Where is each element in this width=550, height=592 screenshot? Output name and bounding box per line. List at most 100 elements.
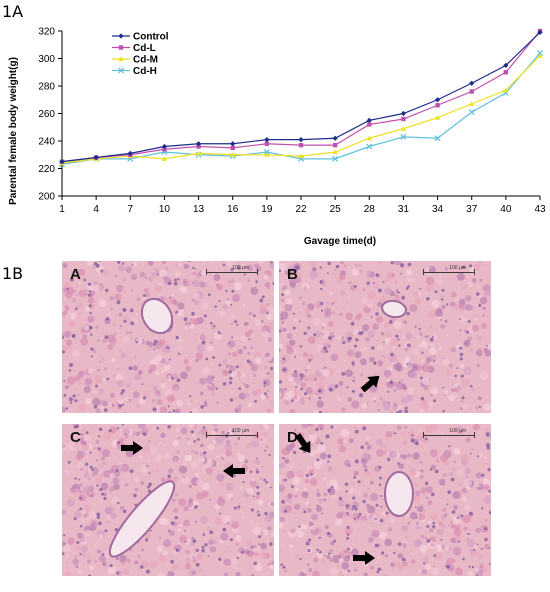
legend-item-cd-h: Cd-H (112, 66, 157, 77)
panel-label-1a: 1A (2, 2, 24, 21)
x-tick-label: 4 (93, 204, 99, 215)
data-point-cd-h (263, 148, 270, 156)
data-point-cd-m (537, 53, 543, 58)
vessel-structure (108, 480, 176, 558)
arrow-icon (121, 441, 143, 455)
tissue-image (279, 261, 491, 413)
tissue-image (62, 424, 274, 576)
x-tick-label: 22 (295, 204, 307, 215)
vessel-structure (140, 297, 174, 335)
scale-bar-label: 100 μm (449, 428, 466, 434)
y-tick-label: 200 (38, 192, 55, 203)
tissue-image (62, 261, 274, 413)
data-point-control (264, 137, 270, 143)
data-point-cd-m (469, 101, 475, 106)
legend-label: Cd-L (133, 43, 156, 54)
data-point-cd-m (400, 126, 407, 131)
data-point-cd-m (503, 87, 509, 93)
arrow-icon (295, 433, 311, 454)
data-point-cd-h (434, 135, 441, 142)
scale-bar-label: 100 μm (232, 428, 249, 434)
data-point-control (127, 150, 133, 156)
data-point-control (537, 29, 543, 35)
arrow-icon (360, 375, 380, 393)
data-point-cd-l (332, 142, 338, 148)
arrow-icon (223, 464, 245, 478)
micrograph-letter: B (287, 266, 298, 283)
data-point-control (366, 117, 372, 123)
data-point-cd-l (367, 122, 372, 127)
x-tick-label: 7 (128, 204, 134, 215)
x-axis-label: Gavage time(d) (304, 236, 376, 247)
data-point-cd-m (230, 152, 236, 157)
scale-bar-label: 100 μm (232, 265, 249, 271)
legend-label: Cd-M (133, 55, 158, 66)
x-tick-label: 43 (534, 204, 546, 215)
chart-series (58, 28, 544, 168)
micrograph-panel-b: B 100 μm (279, 261, 491, 413)
data-point-control (161, 143, 168, 150)
legend-item-cd-l: Cd-L (112, 43, 156, 54)
legend-marker (118, 45, 124, 50)
legend-label: Control (133, 32, 169, 43)
tissue-image (279, 424, 491, 576)
scale-bar (423, 269, 475, 275)
data-point-control (503, 62, 509, 68)
panel-label-1b: 1B (2, 264, 24, 283)
y-tick-label: 320 (38, 27, 55, 38)
legend-label: Cd-H (133, 66, 157, 77)
data-point-cd-l (298, 142, 304, 148)
data-point-cd-l (162, 147, 167, 152)
data-point-control (469, 80, 475, 86)
vessel-structure (381, 299, 407, 319)
data-point-cd-l (469, 89, 474, 94)
data-point-cd-h (332, 155, 339, 162)
micrograph-panel-c: C 100 μm (62, 424, 274, 576)
x-tick-label: 19 (261, 204, 273, 215)
data-point-cd-h (468, 109, 475, 116)
data-point-cd-h (400, 133, 407, 140)
micrograph-panel-d: D 100 μm (279, 424, 491, 576)
y-tick-label: 240 (38, 137, 55, 148)
x-tick-label: 34 (432, 204, 444, 215)
body-weight-line-chart: 200 220 240 260 280 300 320 1 4 7 10 13 16 19 22 25 28 31… (8, 27, 546, 248)
scale-bar (206, 432, 258, 438)
data-point-cd-m (332, 149, 338, 155)
y-tick-label: 220 (38, 164, 55, 175)
scale-bar (206, 269, 258, 275)
data-point-cd-m (366, 135, 372, 141)
data-point-cd-m (264, 152, 270, 157)
data-point-cd-l (196, 144, 201, 149)
chart-axes: 200 220 240 260 280 300 320 1 4 7 10 13 16 19 22 25 28 31… (38, 27, 546, 216)
data-point-control (195, 141, 202, 147)
x-tick-label: 40 (500, 204, 512, 215)
x-tick-label: 13 (193, 204, 205, 215)
x-tick-label: 1 (59, 204, 65, 215)
micrograph-panel-a: A 100 μm (62, 261, 274, 413)
data-point-cd-m (298, 153, 304, 159)
data-point-control (59, 159, 65, 165)
data-point-control (400, 110, 407, 117)
data-point-control (332, 135, 338, 141)
micrograph-letter: C (70, 429, 81, 446)
y-axis-label: Parental female body weight(g) (8, 57, 19, 205)
vessel-structure (384, 471, 414, 517)
x-tick-label: 16 (227, 204, 239, 215)
data-point-cd-l (230, 145, 235, 151)
arrow-icon (353, 551, 375, 565)
data-point-control (434, 97, 441, 103)
x-tick-label: 25 (330, 204, 342, 215)
data-point-control (93, 154, 99, 161)
scale-bar-label: 100 μm (449, 265, 466, 271)
x-tick-label: 37 (466, 204, 478, 215)
x-tick-label: 31 (398, 204, 410, 215)
data-point-cd-l (401, 116, 406, 122)
scale-bar (423, 432, 475, 438)
legend-marker (118, 33, 124, 39)
legend-item-control: Control (112, 32, 169, 43)
data-point-cd-h (366, 143, 373, 150)
y-tick-label: 300 (38, 54, 55, 65)
data-point-cd-m (434, 115, 441, 120)
data-point-cd-l (503, 70, 509, 75)
